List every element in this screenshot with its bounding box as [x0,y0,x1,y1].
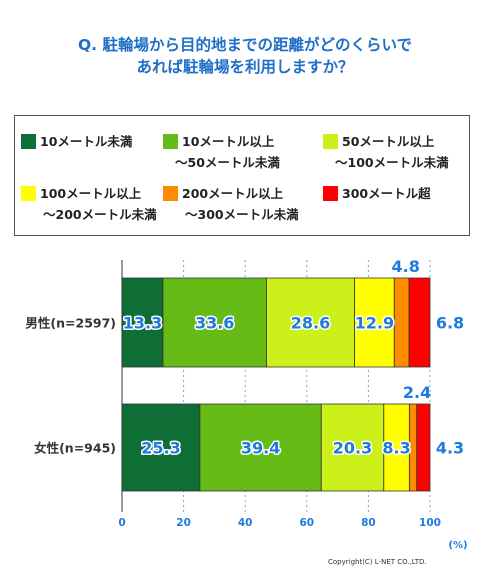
data-label-1-4: 2.4 [403,383,431,402]
bar-segment-0-1 [162,277,267,368]
data-label-0-0: 13.3 [123,314,162,333]
bar-segment-1-3 [383,403,410,492]
data-label-0-4: 4.8 [391,257,419,276]
x-tick-label-4: 80 [361,517,376,529]
data-label-0-1: 33.6 [195,314,234,333]
x-tick-label-3: 60 [299,517,314,529]
legend-label-1-line-2: ～50メートル未満 [175,155,280,170]
chart-legend: 10メートル未満 10メートル以上 ～50メートル未満 50メートル以上 ～10… [14,115,470,236]
legend-label-4-line-2: ～300メートル未満 [185,207,299,222]
stacked-bar-chart: 13.3 33.6 28.6 12.9 4.8 6.8 男性(n=2597) 25.3 39.4… [25,257,467,551]
legend-swatch-4 [163,186,178,201]
legend-swatch-2 [323,134,338,149]
data-label-0-5: 6.8 [436,314,464,333]
bar-segment-1-5 [416,403,431,492]
category-label-0: 男性(n=2597) [25,316,116,331]
legend-label-3: 100メートル以上 [40,186,142,201]
bar-segment-0-5 [408,277,431,368]
bar-segment-0-4 [393,277,410,368]
bar-segment-1-2 [320,403,385,492]
data-label-0-2: 28.6 [291,314,330,333]
x-unit-label: (%) [448,540,467,551]
legend-swatch-5 [323,186,338,201]
legend-label-1: 10メートル以上 [182,134,275,149]
bar-segment-1-0 [121,403,201,492]
data-label-1-1: 39.4 [241,439,280,458]
question-title: Q. 駐輪場から目的地までの距離がどのくらいで あれば駐輪場を利用しますか？ [0,34,490,78]
bar-segment-0-3 [354,277,395,368]
copyright-notice: Copyright(C) L-NET CO.,LTD. [328,558,427,566]
data-label-1-3: 8.3 [382,439,410,458]
legend-label-0: 10メートル未満 [40,134,133,149]
data-label-1-5: 4.3 [436,439,464,458]
legend-label-2-line-2: ～100メートル未満 [335,155,449,170]
data-label-0-3: 12.9 [355,314,394,333]
x-tick-label-0: 0 [118,517,125,529]
legend-swatch-0 [21,134,36,149]
x-tick-label-1: 20 [176,517,191,529]
question-title-line-2: あれば駐輪場を利用しますか？ [136,58,354,76]
data-label-1-0: 25.3 [141,439,180,458]
legend-swatch-3 [21,186,36,201]
data-label-1-2: 20.3 [333,439,372,458]
question-title-line-1: Q. 駐輪場から目的地までの距離がどのくらいで [78,36,412,54]
bar-segment-1-1 [199,403,322,492]
legend-label-2: 50メートル以上 [342,134,435,149]
category-label-1: 女性(n=945) [34,441,116,456]
legend-label-3-line-2: ～200メートル未満 [43,207,157,222]
x-tick-label-5: 100 [419,517,441,529]
x-tick-label-2: 40 [238,517,253,529]
legend-label-5: 300メートル超 [342,186,431,201]
bar-segment-0-0 [121,277,164,368]
legend-label-4: 200メートル以上 [182,186,284,201]
legend-swatch-1 [163,134,178,149]
